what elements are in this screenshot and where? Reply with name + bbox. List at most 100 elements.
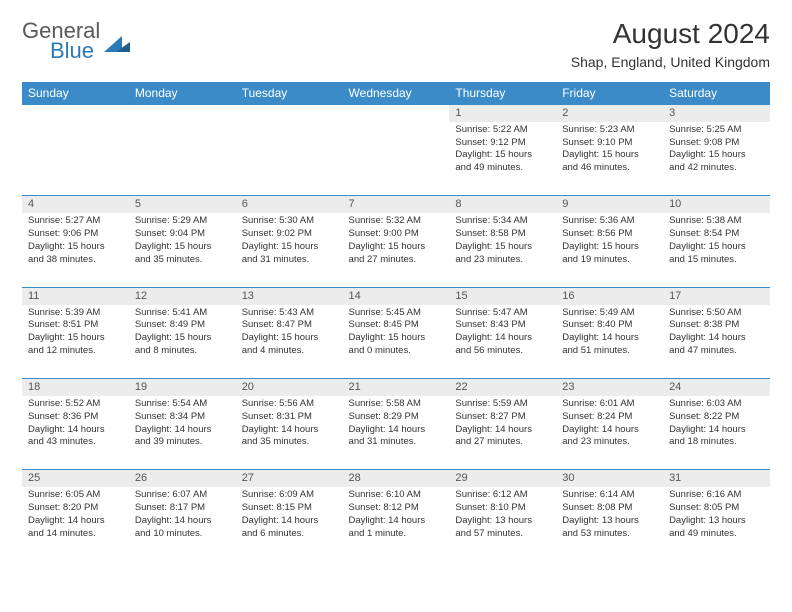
- sunrise-line: Sunrise: 5:29 AM: [135, 215, 230, 228]
- daylight-line: Daylight: 14 hours and 23 minutes.: [562, 424, 657, 450]
- day-cell: Sunrise: 5:56 AMSunset: 8:31 PMDaylight:…: [236, 396, 343, 470]
- daylight-line: Daylight: 15 hours and 42 minutes.: [669, 149, 764, 175]
- title-block: August 2024 Shap, England, United Kingdo…: [571, 18, 770, 70]
- sunrise-line: Sunrise: 5:52 AM: [28, 398, 123, 411]
- logo-text: General Blue: [22, 18, 100, 64]
- daynum-row: 45678910: [22, 196, 770, 213]
- logo-blue: Blue: [50, 38, 100, 64]
- day-number: 10: [663, 196, 770, 213]
- day-header: Tuesday: [236, 82, 343, 105]
- sunrise-line: Sunrise: 5:30 AM: [242, 215, 337, 228]
- day-header: Saturday: [663, 82, 770, 105]
- sunset-line: Sunset: 8:12 PM: [349, 502, 444, 515]
- header: General Blue August 2024 Shap, England, …: [22, 18, 770, 70]
- daylight-line: Daylight: 15 hours and 15 minutes.: [669, 241, 764, 267]
- day-number: 5: [129, 196, 236, 213]
- sunrise-line: Sunrise: 6:03 AM: [669, 398, 764, 411]
- daylight-line: Daylight: 15 hours and 4 minutes.: [242, 332, 337, 358]
- daylight-line: Daylight: 15 hours and 12 minutes.: [28, 332, 123, 358]
- daylight-line: Daylight: 13 hours and 57 minutes.: [455, 515, 550, 541]
- daylight-line: Daylight: 15 hours and 49 minutes.: [455, 149, 550, 175]
- sunrise-line: Sunrise: 5:34 AM: [455, 215, 550, 228]
- day-number: 15: [449, 287, 556, 304]
- content-row: Sunrise: 5:39 AMSunset: 8:51 PMDaylight:…: [22, 305, 770, 379]
- day-header: Friday: [556, 82, 663, 105]
- sunrise-line: Sunrise: 5:22 AM: [455, 124, 550, 137]
- sunset-line: Sunset: 8:49 PM: [135, 319, 230, 332]
- day-number: 27: [236, 470, 343, 487]
- location: Shap, England, United Kingdom: [571, 54, 770, 70]
- day-cell: Sunrise: 6:01 AMSunset: 8:24 PMDaylight:…: [556, 396, 663, 470]
- sunrise-line: Sunrise: 6:16 AM: [669, 489, 764, 502]
- day-header: Thursday: [449, 82, 556, 105]
- day-cell: Sunrise: 6:12 AMSunset: 8:10 PMDaylight:…: [449, 487, 556, 561]
- sunset-line: Sunset: 8:24 PM: [562, 411, 657, 424]
- day-cell: Sunrise: 5:59 AMSunset: 8:27 PMDaylight:…: [449, 396, 556, 470]
- logo-mark-icon: [104, 30, 130, 52]
- daylight-line: Daylight: 15 hours and 0 minutes.: [349, 332, 444, 358]
- day-number: 4: [22, 196, 129, 213]
- sunrise-line: Sunrise: 6:14 AM: [562, 489, 657, 502]
- daynum-row: 18192021222324: [22, 379, 770, 396]
- sunset-line: Sunset: 9:12 PM: [455, 137, 550, 150]
- sunset-line: Sunset: 8:27 PM: [455, 411, 550, 424]
- sunrise-line: Sunrise: 5:39 AM: [28, 307, 123, 320]
- daylight-line: Daylight: 15 hours and 23 minutes.: [455, 241, 550, 267]
- sunrise-line: Sunrise: 5:41 AM: [135, 307, 230, 320]
- content-row: Sunrise: 5:52 AMSunset: 8:36 PM Daylight:…: [22, 396, 770, 470]
- daylight-line: Daylight: 15 hours and 8 minutes.: [135, 332, 230, 358]
- sunrise-line: Sunrise: 5:36 AM: [562, 215, 657, 228]
- daylight-line: Daylight: 14 hours and 51 minutes.: [562, 332, 657, 358]
- day-header: Wednesday: [343, 82, 450, 105]
- sunrise-line: Sunrise: 5:56 AM: [242, 398, 337, 411]
- daylight-line: Daylight: 15 hours and 31 minutes.: [242, 241, 337, 267]
- day-cell: Sunrise: 6:16 AMSunset: 8:05 PMDaylight:…: [663, 487, 770, 561]
- day-number: 24: [663, 379, 770, 396]
- day-number: 13: [236, 287, 343, 304]
- sunset-line: Sunset: 8:34 PM: [135, 411, 230, 424]
- sunset-line: Sunset: 9:00 PM: [349, 228, 444, 241]
- day-number: 31: [663, 470, 770, 487]
- sunset-line: Sunset: 8:38 PM: [669, 319, 764, 332]
- sunset-line: Sunset: 8:36 PM: [28, 411, 123, 424]
- day-number: 25: [22, 470, 129, 487]
- day-number: 12: [129, 287, 236, 304]
- day-cell: Sunrise: 5:39 AMSunset: 8:51 PMDaylight:…: [22, 305, 129, 379]
- daylight-line: Daylight: 14 hours and 14 minutes.: [28, 515, 123, 541]
- day-cell: Sunrise: 5:29 AMSunset: 9:04 PMDaylight:…: [129, 213, 236, 287]
- sunrise-line: Sunrise: 5:45 AM: [349, 307, 444, 320]
- sunrise-line: Sunrise: 5:38 AM: [669, 215, 764, 228]
- day-header: Monday: [129, 82, 236, 105]
- day-number: 19: [129, 379, 236, 396]
- day-cell: [22, 122, 129, 196]
- daylight-line: Daylight: 15 hours and 27 minutes.: [349, 241, 444, 267]
- day-cell: Sunrise: 6:07 AMSunset: 8:17 PMDaylight:…: [129, 487, 236, 561]
- daylight-line: Daylight: 14 hours and 35 minutes.: [242, 424, 337, 450]
- day-cell: Sunrise: 5:54 AMSunset: 8:34 PMDaylight:…: [129, 396, 236, 470]
- day-number: 11: [22, 287, 129, 304]
- sunrise-line: Sunrise: 6:10 AM: [349, 489, 444, 502]
- day-header-row: SundayMondayTuesdayWednesdayThursdayFrid…: [22, 82, 770, 105]
- sunrise-line: Sunrise: 6:07 AM: [135, 489, 230, 502]
- day-cell: Sunrise: 5:49 AMSunset: 8:40 PMDaylight:…: [556, 305, 663, 379]
- daylight-line: Daylight: 14 hours and 1 minute.: [349, 515, 444, 541]
- sunset-line: Sunset: 9:04 PM: [135, 228, 230, 241]
- day-number: 8: [449, 196, 556, 213]
- month-title: August 2024: [571, 18, 770, 50]
- day-cell: Sunrise: 6:10 AMSunset: 8:12 PMDaylight:…: [343, 487, 450, 561]
- sunrise-line: Sunrise: 5:23 AM: [562, 124, 657, 137]
- day-cell: Sunrise: 6:03 AMSunset: 8:22 PMDaylight:…: [663, 396, 770, 470]
- sunset-line: Sunset: 8:56 PM: [562, 228, 657, 241]
- day-number: 1: [449, 105, 556, 122]
- sunrise-line: Sunrise: 6:01 AM: [562, 398, 657, 411]
- day-number: 28: [343, 470, 450, 487]
- sunset-line: Sunset: 8:58 PM: [455, 228, 550, 241]
- day-cell: [236, 122, 343, 196]
- day-header: Sunday: [22, 82, 129, 105]
- day-cell: Sunrise: 5:41 AMSunset: 8:49 PMDaylight:…: [129, 305, 236, 379]
- sunrise-line: Sunrise: 5:50 AM: [669, 307, 764, 320]
- daylight-line: Daylight: 14 hours and 31 minutes.: [349, 424, 444, 450]
- day-cell: Sunrise: 5:50 AMSunset: 8:38 PMDaylight:…: [663, 305, 770, 379]
- sunset-line: Sunset: 8:05 PM: [669, 502, 764, 515]
- sunrise-line: Sunrise: 6:09 AM: [242, 489, 337, 502]
